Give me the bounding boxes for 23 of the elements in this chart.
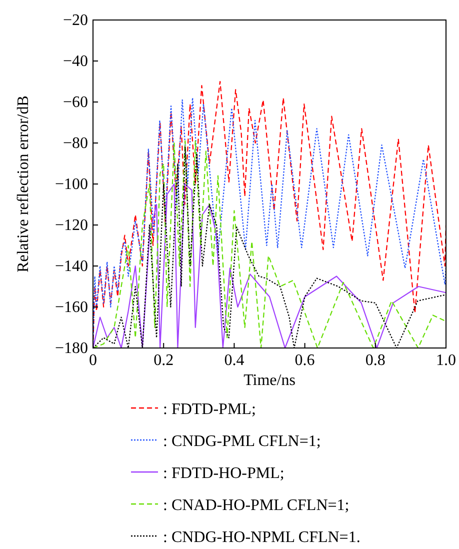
legend-label: : CNDG-PML CFLN=1; [163,433,321,450]
x-tick-label: 0.2 [154,352,174,369]
line-series [93,183,446,348]
x-tick-label: 0.8 [365,352,386,369]
y-tick-label: −20 [62,12,88,29]
y-tick-label: −100 [54,176,88,193]
x-tick-label: 0 [89,352,97,369]
x-tick-label: 1.0 [436,352,456,369]
y-tick-label: −60 [62,94,88,111]
legend-label: : CNDG-HO-NPML CFLN=1. [163,529,360,546]
legend-label: : FDTD-HO-PML; [163,465,284,482]
x-axis-title: Time/ns [244,372,296,389]
x-tick-label: 0.6 [294,352,315,369]
y-tick-label: −80 [62,135,88,152]
y-tick-label: −160 [54,299,88,316]
legend-label: : CNAD-HO-PML CFLN=1; [163,497,350,514]
y-axis-title: Relative reflection error/dB [15,96,32,272]
y-tick-label: −180 [54,340,88,357]
y-tick-label: −140 [54,258,88,275]
y-tick-label: −120 [54,217,88,234]
x-tick-label: 0.4 [224,352,244,369]
y-tick-label: −40 [62,53,88,70]
legend-label: : FDTD-PML; [163,401,256,418]
